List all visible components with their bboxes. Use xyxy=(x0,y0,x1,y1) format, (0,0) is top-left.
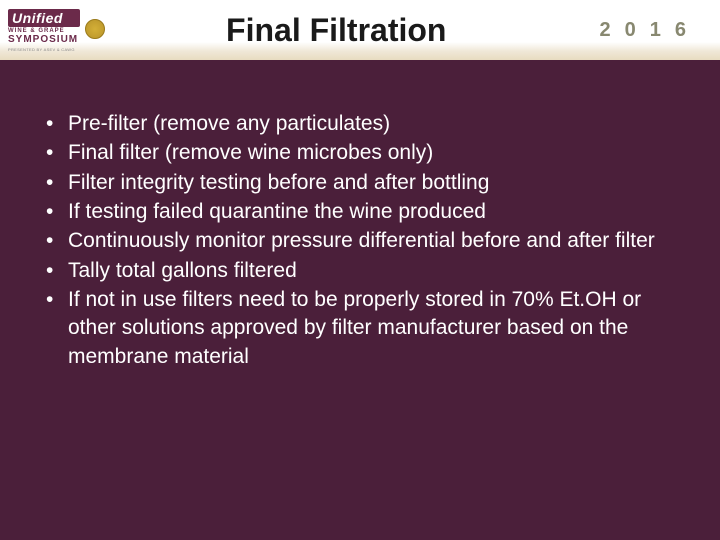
year-label: 2016 xyxy=(600,19,701,42)
list-item: Tally total gallons filtered xyxy=(40,257,680,285)
slide-content: Pre-filter (remove any particulates) Fin… xyxy=(0,60,720,371)
slide-header: Unified WINE & GRAPE SYMPOSIUM PRESENTED… xyxy=(0,0,720,60)
list-item: Final filter (remove wine microbes only) xyxy=(40,139,680,167)
bullet-list: Pre-filter (remove any particulates) Fin… xyxy=(40,110,680,371)
logo-brand-top: Unified xyxy=(8,9,80,27)
list-item: Continuously monitor pressure differenti… xyxy=(40,227,680,255)
slide-title: Final Filtration xyxy=(73,12,600,49)
list-item: If testing failed quarantine the wine pr… xyxy=(40,198,680,226)
logo-brand-sub: PRESENTED BY ASEV & CAWG xyxy=(8,47,113,52)
list-item: Pre-filter (remove any particulates) xyxy=(40,110,680,138)
unified-logo: Unified WINE & GRAPE SYMPOSIUM PRESENTED… xyxy=(8,5,113,55)
list-item: Filter integrity testing before and afte… xyxy=(40,169,680,197)
logo-badge-icon xyxy=(85,19,105,39)
list-item: If not in use filters need to be properl… xyxy=(40,286,680,371)
